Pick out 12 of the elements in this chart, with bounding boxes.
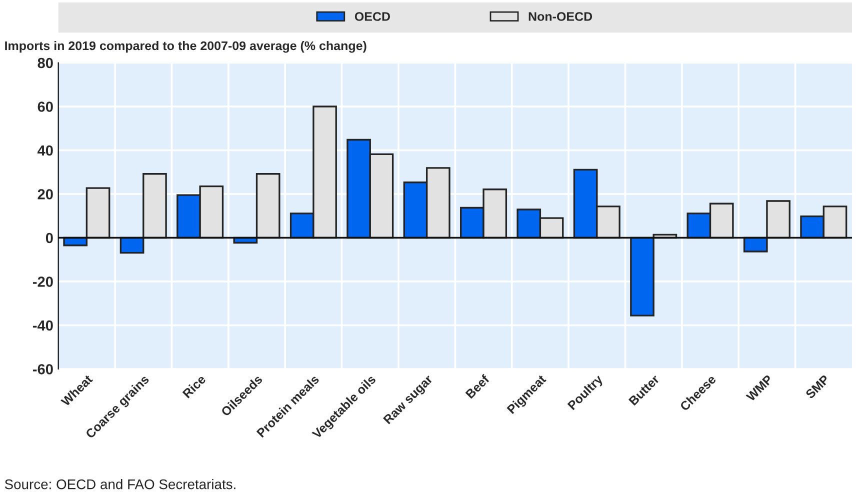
y-tick-label: 80 — [38, 58, 53, 68]
source-note: Source: OECD and FAO Secretariats. — [4, 479, 236, 490]
y-tick-label: 20 — [38, 189, 53, 200]
y-tick-label: -40 — [32, 320, 53, 331]
y-tick-label: 40 — [37, 145, 53, 156]
y-tick-label: -60 — [32, 364, 53, 374]
y-tick-label: 0 — [46, 232, 53, 244]
legend-label: Non-OECD — [528, 12, 592, 21]
legend-label: OECD — [354, 12, 390, 21]
y-axis-title: Imports in 2019 compared to the 2007-09 average (% change) — [5, 41, 366, 53]
y-tick-label: 60 — [38, 102, 53, 112]
y-tick-label: -20 — [32, 276, 53, 287]
